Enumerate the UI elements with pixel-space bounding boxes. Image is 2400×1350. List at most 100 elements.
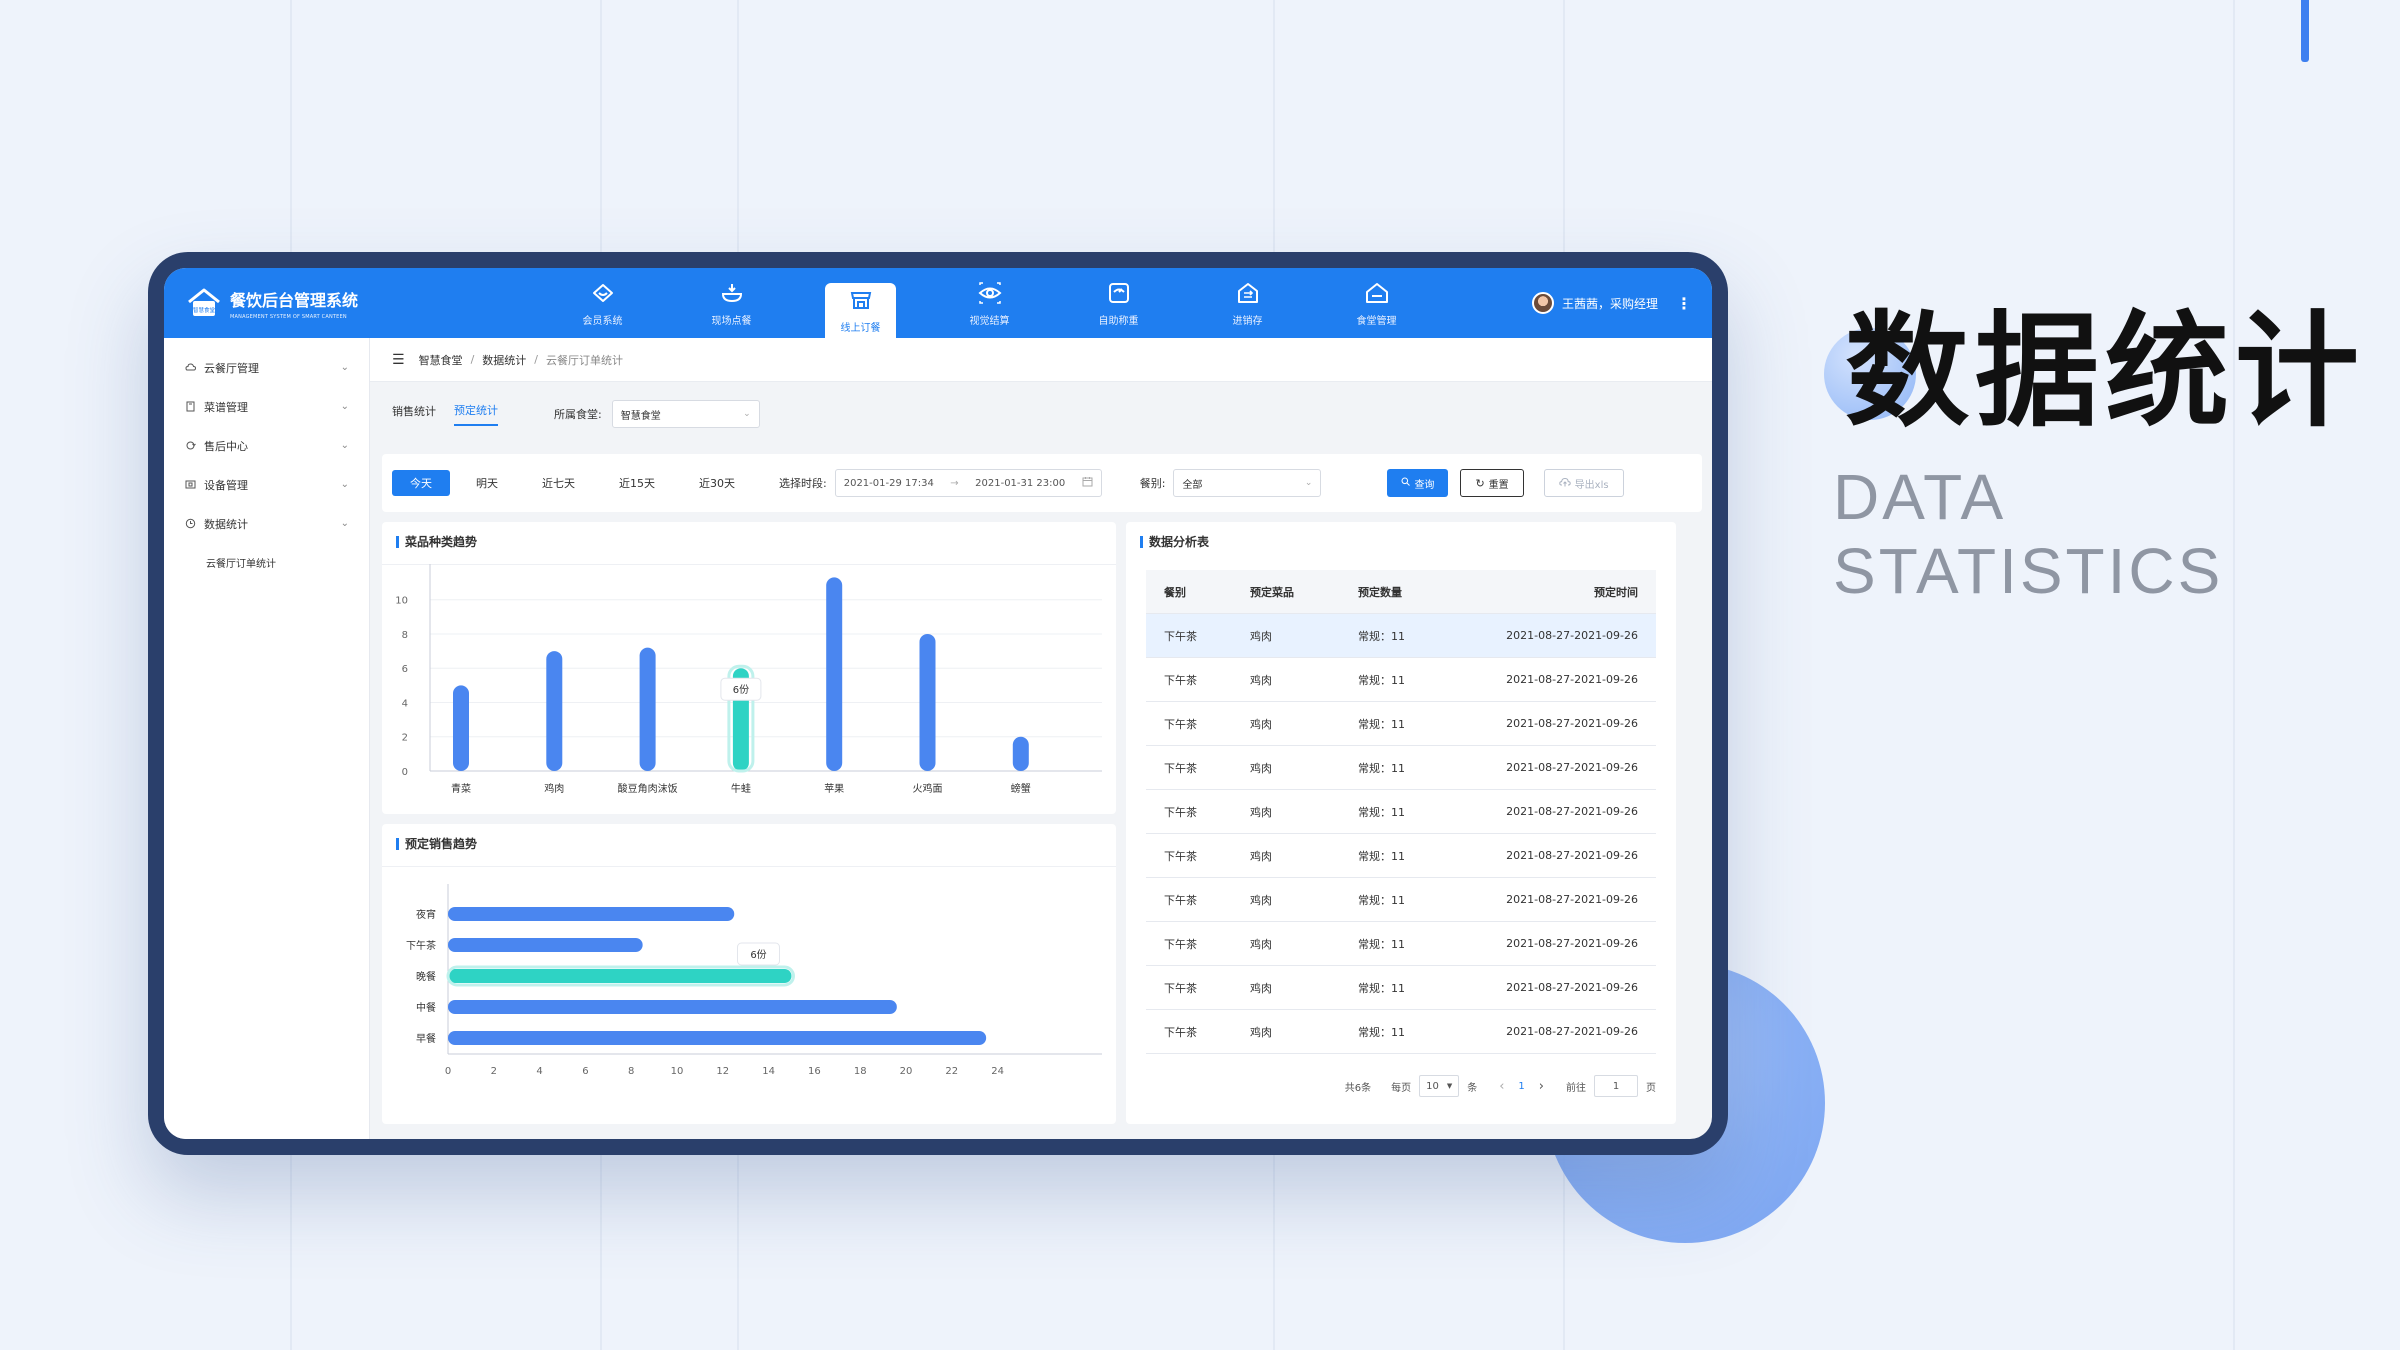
sidebar: 云餐厅管理 ⌄ 菜谱管理 ⌄ 售后中心 ⌄ 设	[164, 338, 370, 1139]
cell-meal: 下午茶	[1164, 629, 1197, 643]
table-row[interactable]: 下午茶 鸡肉 常规：11 2021-08-27-2021-09-26	[1146, 746, 1656, 790]
table-row[interactable]: 下午茶 鸡肉 常规：11 2021-08-27-2021-09-26	[1146, 834, 1656, 878]
nav-online-order[interactable]: 线上订餐	[825, 283, 896, 338]
col-header-meal: 餐别	[1164, 585, 1186, 599]
chip-today[interactable]: 今天	[392, 470, 450, 496]
cell-time: 2021-08-27-2021-09-26	[1506, 893, 1638, 906]
cell-meal: 下午茶	[1164, 717, 1197, 731]
nav-visual-checkout[interactable]: 视觉结算	[925, 268, 1054, 338]
tab-sales-stats[interactable]: 销售统计	[392, 405, 436, 418]
x-tick-label: 苹果	[824, 782, 844, 795]
analysis-table: 餐别 预定菜品 预定数量 预定时间 下午茶 鸡肉 常规：11 2021-08-27-2…	[1146, 570, 1656, 1054]
nav-inventory[interactable]: 进销存	[1183, 268, 1312, 338]
table-row[interactable]: 下午茶 鸡肉 常规：11 2021-08-27-2021-09-26	[1146, 702, 1656, 746]
nav-label: 现场点餐	[711, 315, 752, 327]
stats-tabs: 销售统计 预定统计 所属食堂: 智慧食堂 ⌄	[392, 400, 760, 428]
nav-member[interactable]: 会员系统	[538, 268, 667, 338]
cell-time: 2021-08-27-2021-09-26	[1506, 937, 1638, 950]
sidebar-item-devices[interactable]: 设备管理 ⌄	[164, 465, 369, 504]
tooltip-box	[720, 677, 762, 701]
table-row[interactable]: 下午茶 鸡肉 常规：11 2021-08-27-2021-09-26	[1146, 614, 1656, 658]
bar	[1012, 736, 1029, 771]
x-tick-label: 2	[491, 1066, 497, 1077]
sidebar-item-label: 菜谱管理	[204, 400, 248, 414]
query-button[interactable]: 查询	[1387, 469, 1449, 497]
cell-qty: 常规：11	[1358, 1025, 1405, 1039]
x-tick-label: 24	[991, 1066, 1004, 1077]
breadcrumb-item[interactable]: 数据统计	[482, 353, 527, 367]
sidebar-item-cloud-restaurant[interactable]: 云餐厅管理 ⌄	[164, 348, 369, 387]
prev-page-icon[interactable]: ‹	[1499, 1078, 1505, 1094]
next-page-icon[interactable]: ›	[1538, 1078, 1544, 1094]
bar	[448, 969, 792, 983]
table-row[interactable]: 下午茶 鸡肉 常规：11 2021-08-27-2021-09-26	[1146, 966, 1656, 1010]
tab-booking-stats[interactable]: 预定统计	[454, 402, 498, 426]
dish-trend-card: 菜品种类趋势 10 8 6 4 2 0 青菜 鸡肉 酸豆角肉沫饭 6份 牛蛙 苹果 火鸡面 螃蟹	[382, 522, 1116, 814]
nav-self-weigh[interactable]: 自助称重	[1054, 268, 1183, 338]
chip-tomorrow[interactable]: 明天	[476, 477, 498, 490]
export-button[interactable]: 导出xls	[1543, 469, 1624, 497]
sidebar-item-statistics[interactable]: 数据统计 ⌄	[164, 504, 369, 543]
more-vertical-icon[interactable]: ⋮	[1676, 293, 1692, 313]
avatar[interactable]	[1531, 292, 1554, 314]
cell-meal: 下午茶	[1164, 849, 1197, 863]
table-row[interactable]: 下午茶 鸡肉 常规：11 2021-08-27-2021-09-26	[1146, 922, 1656, 966]
main-nav: 会员系统 现场点餐 线上订餐 视觉结算 自助称重	[538, 268, 1441, 338]
cloud-icon	[184, 362, 196, 374]
meal-select[interactable]: 全部 ⌄	[1173, 469, 1322, 497]
table-row[interactable]: 下午茶 鸡肉 常规：11 2021-08-27-2021-09-26	[1146, 878, 1656, 922]
chip-7days[interactable]: 近七天	[542, 477, 575, 490]
canteen-label: 所属食堂:	[554, 408, 602, 421]
nav-label: 会员系统	[582, 315, 623, 327]
cell-dish: 鸡肉	[1250, 1025, 1272, 1039]
cell-qty: 常规：11	[1358, 981, 1405, 995]
chip-30days[interactable]: 近30天	[699, 477, 735, 490]
chevron-down-icon: ⌄	[340, 518, 349, 529]
hero-subtitle: DATA STATISTICS	[1833, 461, 2224, 607]
logo-badge-text: 智慧食堂	[193, 306, 216, 314]
app-logo[interactable]: 智慧食堂 餐饮后台管理系统 MANAGEMENT SYSTEM OF SMART…	[186, 286, 358, 320]
y-tick-label: 10	[395, 596, 408, 607]
user-menu[interactable]: 王茜茜，采购经理 ⋮	[1531, 292, 1692, 314]
cell-meal: 下午茶	[1164, 761, 1197, 775]
breadcrumb: ☰ 智慧食堂 / 数据统计 / 云餐厅订单统计	[370, 338, 1712, 382]
eye-icon	[978, 281, 1001, 304]
table-row[interactable]: 下午茶 鸡肉 常规：11 2021-08-27-2021-09-26	[1146, 790, 1656, 834]
chevron-down-icon: ⌄	[340, 401, 349, 412]
page-size-select[interactable]: 10 ▼	[1419, 1075, 1460, 1097]
sidebar-item-recipes[interactable]: 菜谱管理 ⌄	[164, 387, 369, 426]
chevron-down-icon: ⌄	[1304, 478, 1313, 488]
sidebar-subitem-order-stats[interactable]: 云餐厅订单统计	[206, 559, 276, 570]
menu-toggle-icon[interactable]: ☰	[392, 351, 405, 368]
goto-label: 前往	[1566, 1082, 1586, 1094]
page-number-current[interactable]: 1	[1518, 1080, 1525, 1092]
bar	[448, 1031, 987, 1045]
nav-canteen-mgmt[interactable]: 食堂管理	[1312, 268, 1441, 338]
cell-time: 2021-08-27-2021-09-26	[1506, 849, 1638, 862]
chevron-down-icon: ⌄	[340, 440, 349, 451]
sidebar-item-label: 售后中心	[204, 439, 248, 453]
chip-15days[interactable]: 近15天	[619, 477, 655, 490]
table-row[interactable]: 下午茶 鸡肉 常规：11 2021-08-27-2021-09-26	[1146, 658, 1656, 702]
x-tick-label: 鸡肉	[544, 782, 564, 795]
x-tick-label: 20	[900, 1066, 913, 1077]
cell-time: 2021-08-27-2021-09-26	[1506, 805, 1638, 818]
table-row[interactable]: 下午茶 鸡肉 常规：11 2021-08-27-2021-09-26	[1146, 1010, 1656, 1054]
canteen-select[interactable]: 智慧食堂 ⌄	[611, 400, 760, 428]
col-header-dish: 预定菜品	[1250, 585, 1294, 599]
cell-qty: 常规：11	[1358, 717, 1405, 731]
sidebar-item-after-sales[interactable]: 售后中心 ⌄	[164, 426, 369, 465]
nav-onsite-order[interactable]: 现场点餐	[667, 268, 796, 338]
app-screen: 智慧食堂 餐饮后台管理系统 MANAGEMENT SYSTEM OF SMART…	[164, 268, 1712, 1139]
bar	[448, 938, 643, 952]
goto-page-input[interactable]: 1	[1594, 1075, 1638, 1097]
time-range-label: 选择时段:	[779, 477, 827, 490]
date-range-picker[interactable]: 2021-01-29 17:34 → 2021-01-31 23:00	[834, 469, 1102, 497]
cell-dish: 鸡肉	[1250, 673, 1272, 687]
y-tick-label: 中餐	[416, 1001, 436, 1014]
tooltip-label: 6份	[733, 684, 749, 696]
page-size-value: 10	[1426, 1080, 1439, 1092]
breadcrumb-item[interactable]: 智慧食堂	[418, 353, 463, 367]
decor-circle-small	[1824, 328, 1916, 420]
reset-button[interactable]: ↻ 重置	[1460, 469, 1524, 497]
